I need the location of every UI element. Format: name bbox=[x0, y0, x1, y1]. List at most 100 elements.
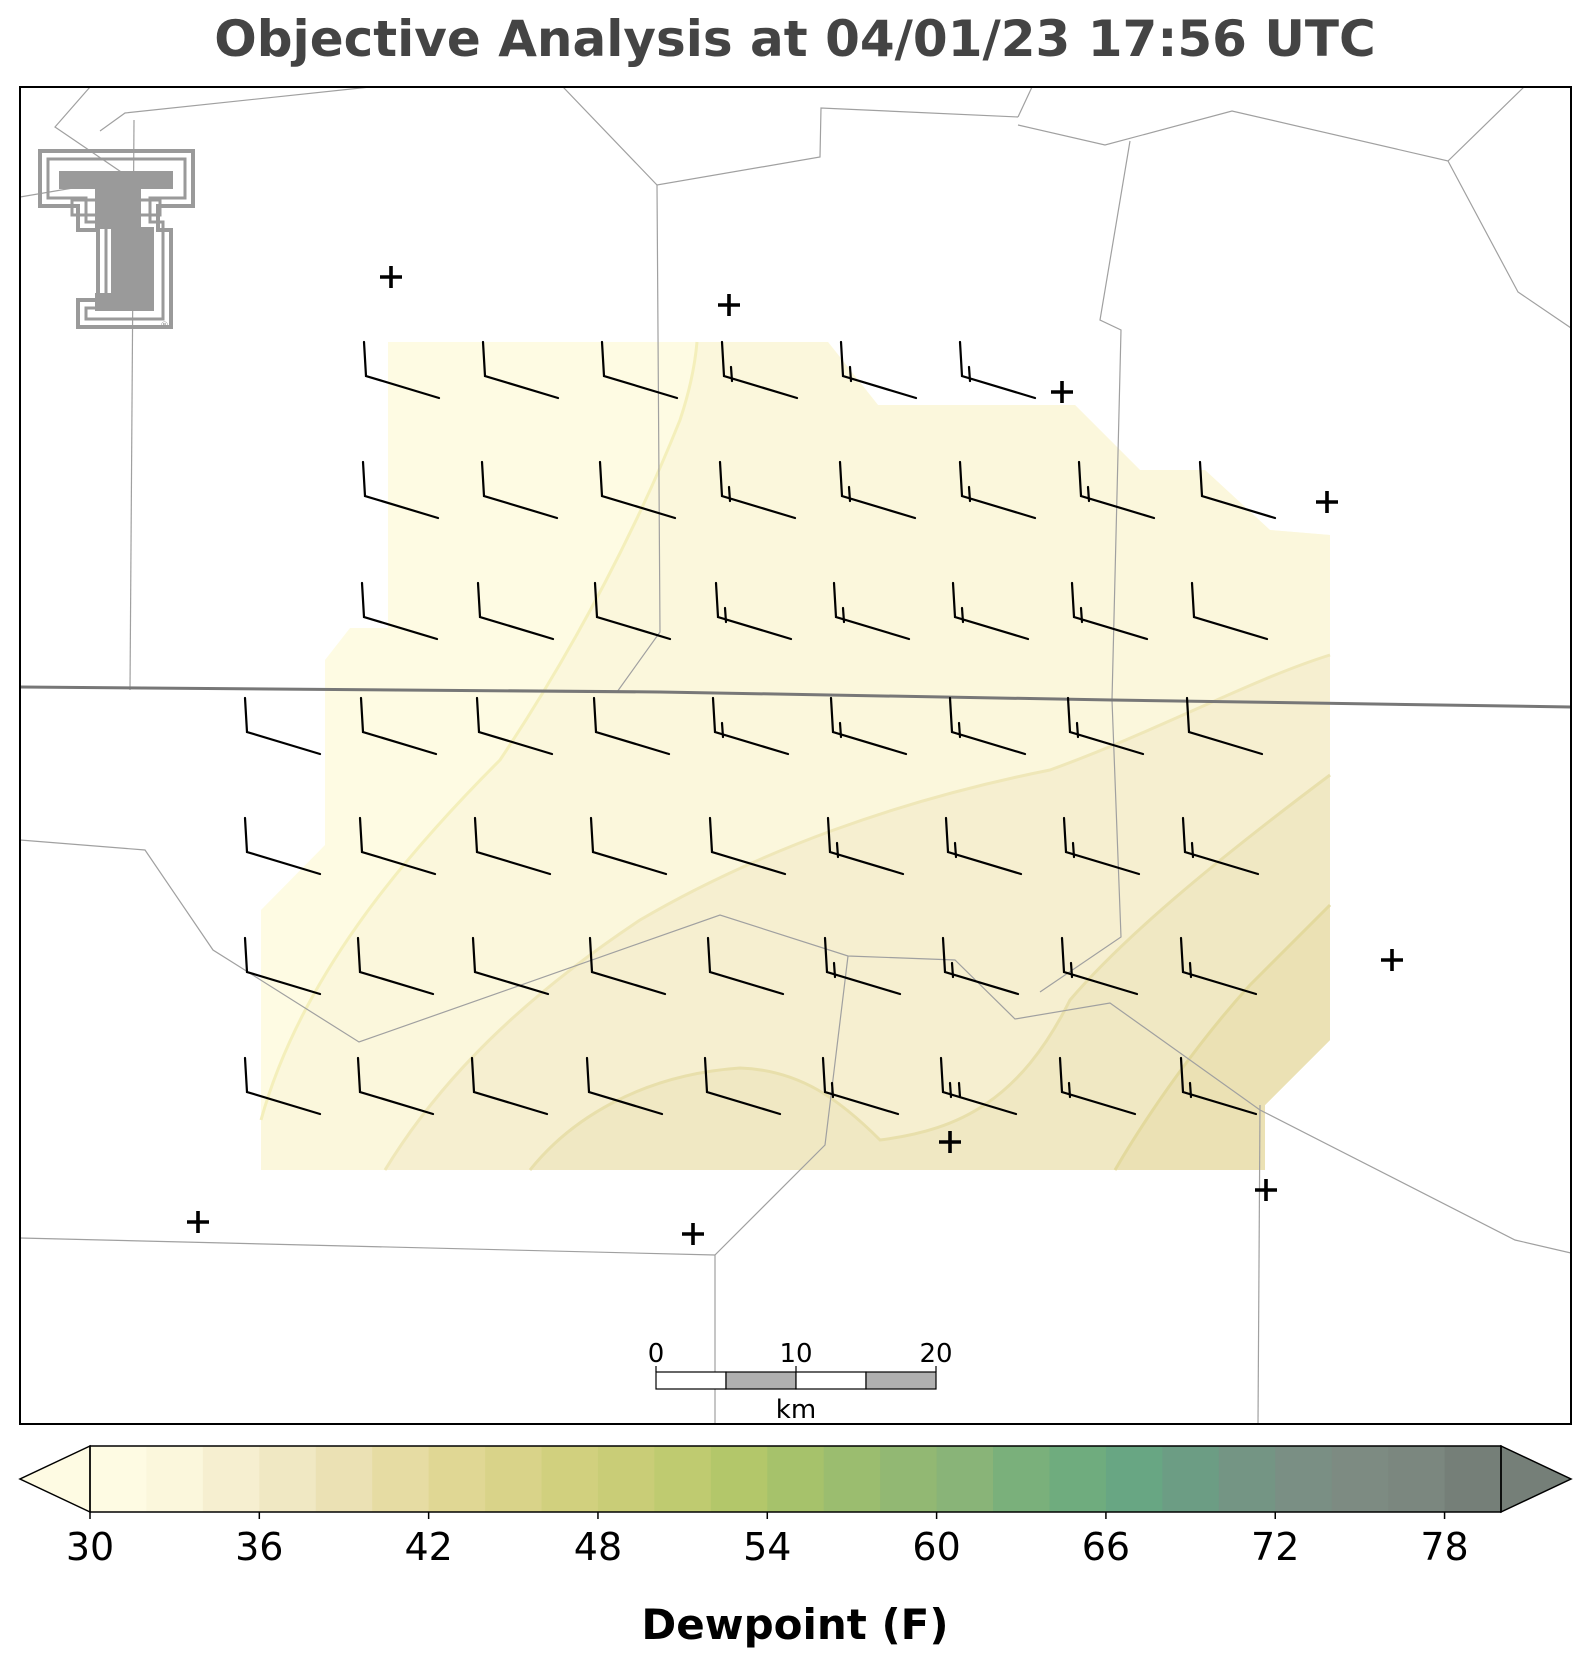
wind-barb bbox=[720, 340, 799, 400]
county-boundaries bbox=[20, 87, 1571, 1424]
wind-barb bbox=[708, 816, 787, 876]
wind-barb bbox=[832, 581, 911, 641]
colorbar-swatch bbox=[710, 1446, 768, 1512]
colorbar-swatch bbox=[485, 1446, 543, 1512]
station-marker bbox=[187, 1211, 209, 1233]
colorbar-swatch bbox=[372, 1446, 430, 1512]
wind-barb bbox=[362, 340, 441, 400]
wind-barb bbox=[711, 696, 790, 756]
registered-mark: ® bbox=[160, 321, 169, 331]
colorbar-tick-label: 36 bbox=[235, 1525, 283, 1569]
wind-barb bbox=[1185, 696, 1264, 756]
wind-barb bbox=[360, 581, 439, 641]
colorbar-tick-label: 30 bbox=[66, 1525, 114, 1569]
colorbar-tick-label: 66 bbox=[1082, 1525, 1130, 1569]
colorbar-swatch bbox=[1218, 1446, 1276, 1512]
colorbar-swatch bbox=[1275, 1446, 1333, 1512]
colorbar-swatch bbox=[90, 1446, 148, 1512]
wind-barb bbox=[838, 460, 917, 520]
colorbar-tick-label: 48 bbox=[574, 1525, 622, 1569]
wind-barb bbox=[471, 936, 550, 996]
colorbar-min-arrow bbox=[18, 1444, 91, 1514]
colorbar-swatch bbox=[993, 1446, 1051, 1512]
colorbar: 30 36 42 48 54 60 66 72 78 bbox=[18, 1444, 1573, 1569]
wind-barb bbox=[361, 460, 440, 520]
scale-unit: km bbox=[776, 1395, 816, 1425]
wind-barb bbox=[951, 581, 1030, 641]
wind-barb bbox=[1198, 460, 1277, 520]
wind-barb bbox=[1179, 936, 1258, 996]
wind-barb bbox=[941, 936, 1020, 996]
ttu-logo: ® bbox=[38, 149, 195, 331]
wind-barb bbox=[1058, 1056, 1137, 1116]
scale-tick-20: 20 bbox=[919, 1339, 952, 1369]
wind-barb bbox=[359, 696, 438, 756]
wind-barb bbox=[589, 816, 668, 876]
colorbar-swatch bbox=[315, 1446, 373, 1512]
colorbar-swatch bbox=[823, 1446, 881, 1512]
scale-bar: 0 10 20 km bbox=[648, 1339, 953, 1425]
colorbar-swatch bbox=[1105, 1446, 1163, 1512]
wind-barb bbox=[243, 936, 322, 996]
colorbar-max-arrow bbox=[1500, 1444, 1573, 1514]
wind-barb bbox=[356, 1056, 435, 1116]
station-marker bbox=[718, 294, 740, 316]
wind-barb bbox=[1062, 816, 1141, 876]
contour-fill-38 bbox=[1115, 905, 1330, 1170]
map-title: Objective Analysis at 04/01/23 17:56 UTC bbox=[214, 10, 1376, 68]
colorbar-swatch bbox=[1162, 1446, 1220, 1512]
wind-barb bbox=[714, 581, 793, 641]
wind-barb bbox=[944, 816, 1023, 876]
wind-barb bbox=[958, 340, 1037, 400]
colorbar-swatch bbox=[146, 1446, 204, 1512]
wind-barb bbox=[358, 816, 437, 876]
colorbar-swatch bbox=[654, 1446, 712, 1512]
colorbar-swatch bbox=[1331, 1446, 1389, 1512]
wind-barb bbox=[1077, 460, 1156, 520]
wind-barb bbox=[826, 816, 905, 876]
wind-barb bbox=[1190, 581, 1269, 641]
wind-barb bbox=[243, 816, 322, 876]
colorbar-swatch bbox=[428, 1446, 486, 1512]
colorbar-swatch bbox=[541, 1446, 599, 1512]
wind-barb bbox=[598, 460, 677, 520]
station-marker bbox=[1381, 949, 1403, 971]
colorbar-swatch bbox=[767, 1446, 825, 1512]
wind-barb bbox=[476, 581, 555, 641]
wind-barb bbox=[948, 696, 1027, 756]
wind-barb bbox=[585, 1056, 664, 1116]
wind-barb bbox=[356, 936, 435, 996]
station-marker bbox=[380, 266, 402, 288]
wind-barb bbox=[475, 696, 554, 756]
station-marker bbox=[1255, 1179, 1277, 1201]
wind-barb bbox=[706, 936, 785, 996]
wind-barb bbox=[718, 460, 797, 520]
wind-barb bbox=[1181, 816, 1260, 876]
wind-barb bbox=[480, 460, 559, 520]
wind-barbs bbox=[243, 340, 1277, 1116]
colorbar-swatch bbox=[1049, 1446, 1107, 1512]
colorbar-tick-label: 54 bbox=[743, 1525, 791, 1569]
map-panel: ® 0 10 20 km bbox=[19, 86, 1572, 1425]
colorbar-tick-label: 60 bbox=[912, 1525, 960, 1569]
colorbar-swatch bbox=[259, 1446, 317, 1512]
wind-barb bbox=[823, 936, 902, 996]
station-marker bbox=[1051, 381, 1073, 403]
wind-barb bbox=[1179, 1056, 1258, 1116]
wind-barb bbox=[1060, 936, 1139, 996]
wind-barb bbox=[470, 1056, 549, 1116]
wind-barb bbox=[600, 340, 679, 400]
colorbar-swatch bbox=[936, 1446, 994, 1512]
colorbar-swatch bbox=[597, 1446, 655, 1512]
station-marker bbox=[682, 1223, 704, 1245]
colorbar-swatch bbox=[880, 1446, 938, 1512]
wind-barb bbox=[481, 340, 560, 400]
colorbar-tick-label: 72 bbox=[1251, 1525, 1299, 1569]
wind-barb bbox=[703, 1056, 782, 1116]
map-frame bbox=[19, 86, 1572, 1425]
wind-barb bbox=[821, 1056, 900, 1116]
wind-barb bbox=[592, 696, 671, 756]
wind-barb bbox=[1070, 581, 1149, 641]
scale-tick-0: 0 bbox=[648, 1339, 665, 1369]
wind-barb bbox=[243, 696, 322, 756]
